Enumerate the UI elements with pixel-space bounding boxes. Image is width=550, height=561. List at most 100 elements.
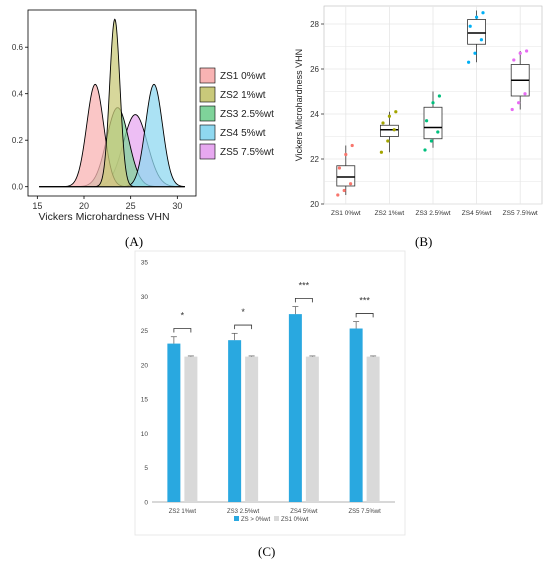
y-tick-label: 0.6 (12, 43, 24, 52)
panel-label-b: (B) (415, 234, 433, 249)
data-point (436, 130, 440, 134)
y-tick-label: 0.0 (12, 183, 24, 192)
x-axis-label: Vickers Microhardness VHN (38, 211, 169, 223)
data-point (468, 24, 472, 28)
data-point (394, 110, 398, 114)
x-tick-label: ZS3 2.5%wt (227, 509, 260, 515)
data-point (336, 193, 340, 197)
data-point (517, 101, 521, 105)
data-point (392, 128, 396, 132)
y-tick-label: 0.4 (12, 90, 24, 99)
data-point (342, 188, 346, 193)
x-tick-label: ZS4 5%wt (462, 210, 492, 217)
data-point (523, 92, 527, 96)
significance-bracket (294, 297, 313, 303)
data-point (387, 114, 391, 118)
legend-label: ZS2 1%wt (220, 90, 266, 101)
y-tick-label: 25 (141, 328, 149, 335)
bar-chart: 0 5 10 15 20 25 30 35 * ZS2 1%wt * ZS3 2.5%wt *** ZS4… (134, 250, 406, 536)
x-tick-label: ZS4 5%wt (290, 509, 318, 515)
data-point (475, 15, 479, 19)
y-tick-label: 24 (310, 110, 319, 119)
significance-bracket (173, 328, 192, 333)
legend-swatch (199, 86, 216, 103)
legend-label: ZS4 5%wt (220, 128, 266, 139)
panel-label-a: (A) (125, 234, 144, 249)
data-point (386, 139, 390, 143)
x-tick-label: ZS1 0%wt (331, 210, 361, 217)
significance-label: * (181, 311, 185, 321)
data-point (381, 121, 385, 125)
data-point (344, 152, 348, 157)
legend-label: ZS > 0%wt (241, 517, 271, 523)
legend-swatch (274, 516, 279, 521)
data-point (429, 139, 433, 143)
legend-swatch (199, 143, 216, 160)
bar (349, 328, 363, 502)
significance-label: *** (359, 295, 370, 305)
data-point (431, 101, 435, 105)
legend-label: ZS1 0%wt (281, 517, 309, 523)
data-point (467, 60, 471, 64)
data-point (425, 119, 429, 123)
x-tick-label: 15 (32, 201, 42, 211)
x-tick-label: 20 (79, 201, 89, 211)
y-tick-label: 15 (141, 397, 149, 404)
box-plot: 20 22 24 26 28 Vickers Microhardness VHN ZS1 0… (294, 5, 543, 217)
legend-swatch (199, 105, 216, 122)
y-tick-label: 30 (141, 294, 149, 301)
y-tick-label: 20 (310, 200, 319, 209)
y-axis-label: Vickers Microhardness VHN (294, 49, 304, 161)
significance-bracket (355, 313, 374, 318)
y-tick-label: 20 (141, 362, 149, 369)
bar (245, 356, 259, 502)
y-tick-label: 28 (310, 20, 319, 29)
data-point (525, 49, 529, 53)
box (336, 165, 356, 187)
legend-swatch (234, 516, 239, 521)
y-tick-label: 0.2 (12, 136, 24, 145)
y-tick-label: 5 (144, 465, 148, 472)
legend-swatch (199, 67, 216, 84)
legend-swatch (199, 124, 216, 141)
x-tick-label: ZS2 1%wt (375, 210, 405, 217)
data-point (337, 166, 341, 170)
significance-bracket (234, 324, 253, 330)
data-point (479, 38, 483, 42)
y-tick-label: 35 (141, 260, 149, 267)
bar (167, 343, 181, 502)
data-point (512, 58, 516, 62)
x-tick-label: 25 (126, 201, 136, 211)
panel-label-c: (C) (258, 544, 276, 559)
significance-label: *** (299, 280, 310, 290)
bar (288, 314, 302, 502)
data-point (350, 143, 354, 148)
data-point (510, 107, 514, 112)
significance-label: * (241, 307, 245, 317)
data-point (349, 182, 353, 186)
x-tick-label: ZS5 7.5%wt (348, 509, 381, 515)
x-tick-label: ZS2 1%wt (169, 509, 197, 515)
y-tick-label: 26 (310, 65, 319, 74)
y-tick-label: 22 (310, 155, 319, 164)
bar (305, 356, 319, 502)
legend-label: ZS5 7.5%wt (220, 147, 274, 158)
x-tick-label: ZS5 7.5%wt (503, 210, 538, 217)
data-point (518, 51, 522, 55)
data-point (473, 51, 477, 55)
legend-label: ZS3 2.5%wt (220, 109, 274, 120)
data-point (379, 150, 383, 154)
x-tick-label: 30 (172, 201, 182, 211)
box (379, 124, 399, 137)
density-curve (39, 18, 185, 188)
legend-label: ZS1 0%wt (220, 71, 266, 82)
box (467, 19, 487, 45)
bar (366, 356, 380, 502)
data-point (423, 148, 427, 152)
bar (184, 356, 198, 502)
x-tick-label: ZS3 2.5%wt (415, 210, 450, 217)
data-point (437, 94, 441, 98)
bar (228, 340, 242, 502)
